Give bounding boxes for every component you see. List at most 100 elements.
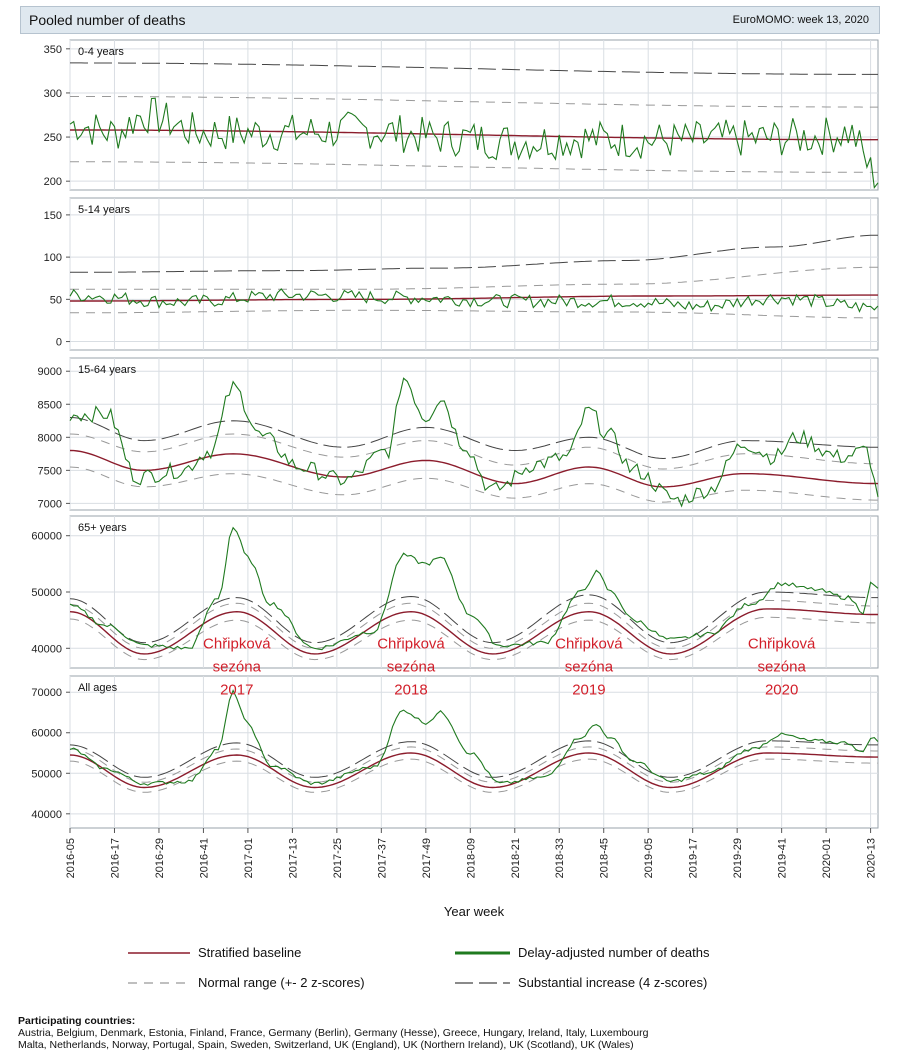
flu-season-annotation-line: sezóna — [565, 658, 614, 675]
y-tick-label: 8500 — [38, 399, 62, 411]
y-tick-label: 0 — [56, 337, 62, 349]
x-tick-label: 2017-49 — [421, 838, 433, 878]
x-tick-label: 2017-01 — [243, 838, 255, 878]
y-tick-label: 200 — [44, 176, 62, 188]
panel-2: 7000 7500 8000 8500 9000 15-64 years — [38, 357, 879, 511]
x-tick-label: 2019-29 — [732, 838, 744, 878]
normal-range-lower-line — [70, 309, 878, 319]
substantial-increase-line — [69, 417, 878, 460]
y-tick-label: 70000 — [31, 687, 62, 699]
panel-1: 0 50 100 150 5-14 years — [44, 197, 879, 351]
x-tick-label: 2019-41 — [777, 838, 789, 878]
panel-frame — [69, 357, 879, 511]
panel-frame — [69, 39, 879, 191]
y-tick-label: 50000 — [31, 587, 62, 599]
panel-3: 40000 50000 60000 65+ years — [31, 515, 879, 669]
flu-season-annotation-line: Chřipková — [203, 635, 271, 652]
x-tick-label: 2018-21 — [510, 838, 522, 878]
normal-range-lower-line — [69, 466, 878, 503]
panel-frame — [69, 197, 879, 351]
stratified-baseline-line — [70, 129, 878, 141]
flu-season-annotation-line: sezóna — [757, 658, 806, 675]
countries-line-1: Austria, Belgium, Denmark, Estonia, Finl… — [18, 1027, 649, 1039]
y-tick-label: 100 — [44, 252, 62, 264]
y-tick-label: 50 — [50, 294, 62, 306]
normal-range-upper-line — [70, 266, 879, 290]
x-tick-label: 2016-05 — [65, 838, 77, 878]
x-tick-label: 2017-37 — [376, 838, 388, 878]
x-tick-label: 2018-45 — [599, 838, 611, 878]
flu-season-annotation-line: sezóna — [213, 658, 262, 675]
x-tick-label: 2020-01 — [821, 838, 833, 878]
legend-substantial-label: Substantial increase (4 z-scores) — [518, 975, 708, 990]
substantial-increase-line — [70, 62, 878, 75]
normal-range-upper-line — [70, 96, 878, 108]
y-tick-label: 7500 — [38, 465, 62, 477]
flu-season-annotation: Chřipková sezóna 2020 — [748, 635, 816, 698]
flu-season-annotation: Chřipková sezóna 2018 — [377, 635, 445, 698]
substantial-increase-line — [70, 234, 878, 273]
y-tick-label: 40000 — [31, 809, 62, 821]
x-tick-label: 2017-13 — [287, 838, 299, 878]
y-tick-label: 9000 — [38, 366, 62, 378]
y-tick-label: 40000 — [31, 643, 62, 655]
normal-range-upper-line — [69, 599, 878, 649]
delay-adjusted-deaths-line — [69, 377, 879, 508]
x-tick-label: 2018-09 — [465, 838, 477, 878]
normal-range-upper-line — [69, 433, 878, 470]
flu-season-annotation: Chřipková sezóna 2017 — [203, 635, 271, 698]
substantial-increase-line — [69, 591, 878, 644]
normal-range-lower-line — [70, 161, 878, 173]
countries-heading: Participating countries: — [18, 1015, 136, 1027]
y-tick-label: 50000 — [31, 768, 62, 780]
chart-title: Pooled number of deaths — [29, 12, 186, 28]
normal-range-upper-line — [69, 746, 878, 783]
normal-range-lower-line — [69, 758, 878, 793]
y-tick-label: 350 — [44, 44, 62, 56]
y-tick-label: 300 — [44, 88, 62, 100]
y-tick-label: 8000 — [38, 432, 62, 444]
y-tick-label: 60000 — [31, 728, 62, 740]
flu-season-annotation-line: sezóna — [387, 658, 436, 675]
flu-season-annotation-line: 2017 — [220, 681, 253, 698]
delay-adjusted-deaths-line — [69, 526, 879, 651]
chart-source: EuroMOMO: week 13, 2020 — [732, 14, 869, 26]
countries-line-2: Malta, Netherlands, Norway, Portugal, Sp… — [18, 1039, 634, 1051]
y-tick-label: 250 — [44, 132, 62, 144]
x-tick-label: 2017-25 — [332, 838, 344, 878]
panel-frame — [69, 675, 879, 829]
chart-area: 200 250 300 350 0-4 years 0 50 100 150 5-14 years… — [31, 39, 879, 919]
participating-countries: Participating countries: Austria, Belgiu… — [18, 1015, 888, 1051]
chart-header: Pooled number of deaths EuroMOMO: week 1… — [20, 6, 880, 34]
legend-deaths-label: Delay-adjusted number of deaths — [518, 945, 710, 960]
flu-season-annotation-line: Chřipková — [377, 635, 445, 652]
flu-season-annotation-line: 2020 — [765, 681, 798, 698]
flu-season-annotation-line: 2018 — [394, 681, 427, 698]
panel-label: 65+ years — [78, 522, 127, 534]
flu-season-annotation-line: Chřipková — [748, 635, 816, 652]
panel-label: All ages — [78, 682, 118, 694]
x-axis-label: Year week — [444, 904, 505, 919]
normal-range-lower-line — [69, 616, 879, 661]
flu-season-annotation-line: Chřipková — [555, 635, 623, 652]
x-tick-label: 2016-29 — [154, 838, 166, 878]
legend-baseline-label: Stratified baseline — [198, 945, 302, 960]
x-tick-label: 2020-13 — [866, 838, 878, 878]
stratified-baseline-line — [69, 608, 878, 655]
y-tick-label: 150 — [44, 210, 62, 222]
panel-label: 0-4 years — [78, 46, 124, 58]
panel-label: 5-14 years — [78, 204, 130, 216]
x-tick-label: 2019-05 — [643, 838, 655, 878]
legend: Stratified baseline Delay-adjusted numbe… — [0, 935, 900, 1005]
flu-season-annotation-line: 2019 — [572, 681, 605, 698]
x-tick-label: 2016-17 — [109, 838, 121, 878]
substantial-increase-line — [69, 740, 878, 778]
panel-0: 200 250 300 350 0-4 years — [44, 39, 879, 191]
x-tick-label: 2019-17 — [688, 838, 700, 878]
delay-adjusted-deaths-line — [69, 288, 879, 313]
panel-4: 40000 50000 60000 70000 All ages — [31, 675, 879, 829]
legend-normal-label: Normal range (+- 2 z-scores) — [198, 975, 365, 990]
delay-adjusted-deaths-line — [69, 97, 879, 189]
x-tick-label: 2018-33 — [554, 838, 566, 878]
y-tick-label: 60000 — [31, 531, 62, 543]
